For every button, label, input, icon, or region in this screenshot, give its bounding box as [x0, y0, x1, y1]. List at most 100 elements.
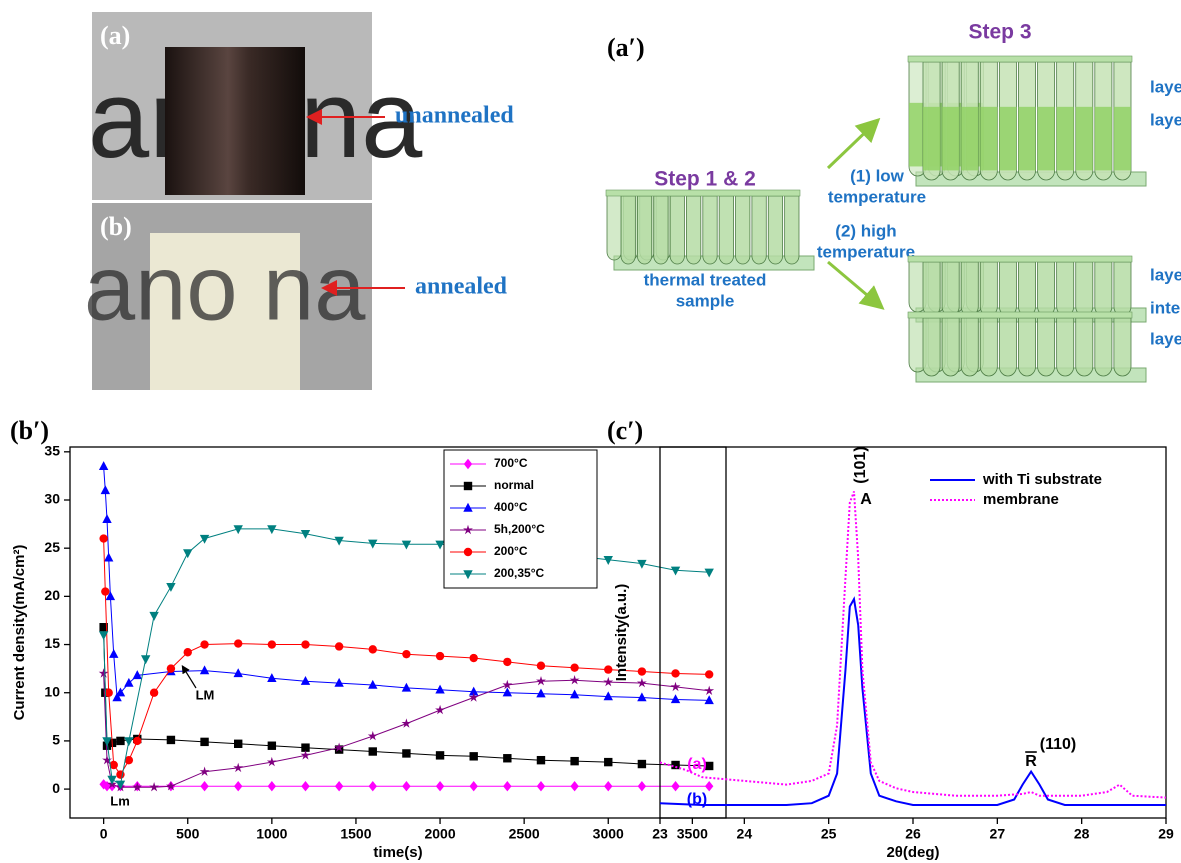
tube-layer	[961, 106, 979, 171]
marker	[503, 754, 512, 763]
marker	[334, 536, 344, 546]
marker	[569, 689, 580, 699]
tube-layer	[1018, 106, 1036, 171]
x-tick-label: 23	[652, 826, 668, 842]
tube	[751, 195, 767, 265]
marker	[502, 687, 513, 697]
marker	[463, 458, 473, 470]
tube	[1037, 261, 1056, 317]
chart: (b′) 0 500 1000 1500 2000 2500 3000 3500 0 5 10 15 20…	[10, 416, 727, 861]
marker	[166, 664, 176, 673]
y-tick-label: 30	[44, 491, 60, 507]
tube	[1113, 317, 1132, 377]
tube-layer	[1056, 106, 1074, 171]
y-tick-label: 5	[52, 732, 60, 748]
tube-layer	[999, 106, 1017, 171]
tube-layer	[942, 106, 960, 171]
marker	[536, 755, 546, 765]
marker	[368, 539, 378, 549]
marker	[637, 781, 647, 792]
marker	[402, 749, 411, 758]
plot-frame	[69, 446, 727, 819]
marker	[604, 665, 613, 674]
marker	[570, 756, 579, 766]
y-tick-label: 35	[44, 443, 60, 459]
tube	[979, 261, 998, 317]
marker	[463, 570, 473, 580]
panel-label: (b)	[100, 212, 132, 241]
layer-label: layer 1	[1150, 265, 1181, 284]
marker	[435, 781, 445, 792]
tube	[686, 195, 702, 265]
marker	[233, 668, 243, 678]
marker	[603, 556, 613, 565]
marker	[132, 670, 142, 680]
marker	[109, 648, 119, 658]
y-tick-label: 15	[44, 635, 60, 651]
marker	[267, 525, 277, 535]
marker	[435, 704, 445, 715]
x-tick-label: 26	[905, 826, 921, 842]
top-plate	[907, 255, 1133, 263]
legend-label: 700°C	[494, 456, 528, 470]
marker	[116, 736, 125, 746]
top-plate	[907, 55, 1133, 63]
marker	[637, 677, 647, 688]
marker	[183, 549, 193, 559]
marker	[301, 743, 310, 752]
marker	[334, 677, 344, 687]
tube-layer	[1037, 106, 1055, 171]
marker	[99, 534, 108, 543]
marker	[166, 781, 176, 791]
tube-layer	[980, 106, 998, 171]
marker	[98, 668, 109, 678]
marker	[463, 481, 473, 491]
y-tick-label: 10	[44, 683, 60, 699]
tube	[606, 191, 622, 261]
marker	[469, 781, 478, 792]
marker	[468, 692, 479, 702]
x-tick-label: 29	[1158, 826, 1174, 842]
marker	[435, 751, 445, 760]
marker	[604, 781, 613, 792]
tube	[1018, 261, 1036, 317]
annotation-arrow	[181, 664, 197, 689]
marker	[234, 739, 243, 748]
marker	[200, 737, 209, 747]
tube	[718, 195, 734, 265]
marker	[463, 547, 473, 557]
step-label: Step 3	[968, 21, 1031, 44]
step-label: Step 1 & 2	[654, 168, 756, 191]
tube-layer	[1075, 106, 1093, 171]
series-line	[103, 783, 710, 787]
marker	[367, 730, 378, 741]
series-line	[659, 596, 1166, 806]
marker	[183, 648, 192, 657]
marker	[401, 540, 412, 550]
marker	[334, 642, 344, 651]
legend-box	[443, 449, 598, 589]
tube	[979, 317, 998, 377]
marker	[704, 568, 714, 578]
x-tick-label: 500	[176, 826, 200, 842]
marker	[569, 675, 580, 685]
legend-label: 400°C	[494, 500, 528, 514]
arrow	[827, 260, 885, 310]
marker	[334, 742, 345, 752]
condition: (1) low	[850, 166, 905, 185]
marker	[536, 676, 546, 686]
marker	[502, 679, 513, 690]
tube	[669, 195, 685, 265]
marker	[99, 623, 108, 632]
photo-b: ano na (b)	[84, 203, 372, 390]
marker	[102, 514, 112, 523]
marker	[200, 781, 209, 792]
x-tick-label: 0	[100, 826, 108, 842]
marker	[132, 782, 143, 792]
y-tick-label: 25	[44, 539, 60, 555]
diagram: (a′) Step 1 & 2 thermal treated sample S…	[605, 21, 1181, 383]
marker	[103, 552, 114, 562]
marker	[300, 750, 311, 760]
marker	[267, 781, 277, 792]
